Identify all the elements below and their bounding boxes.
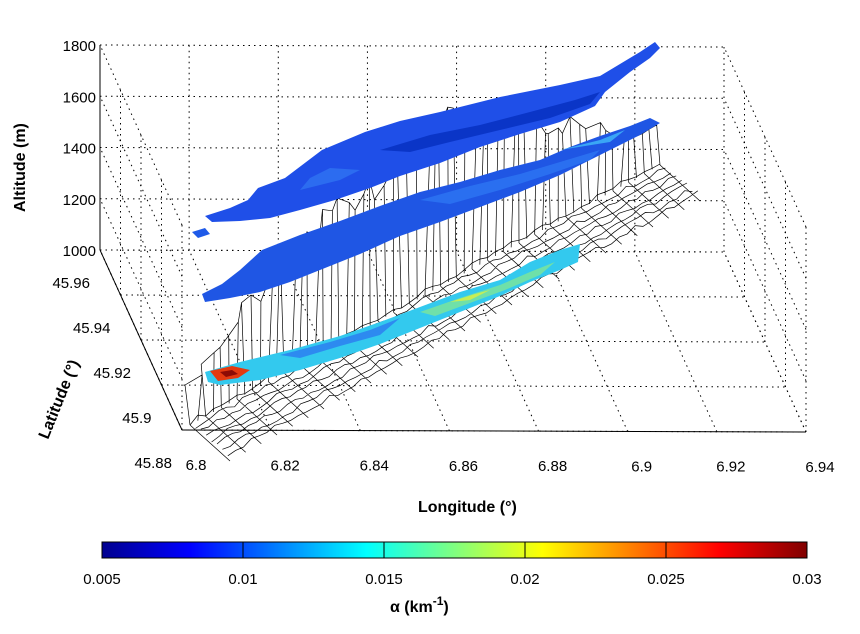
x-tick-label: 6.94 <box>805 459 834 476</box>
z-tick-label: 1600 <box>63 89 96 106</box>
colorbar-gradient <box>101 541 808 559</box>
alpha-layer-high <box>192 42 660 238</box>
y-tick-label: 45.96 <box>52 275 90 292</box>
colorbar-ticks: 0.005 0.01 0.015 0.02 0.025 0.03 <box>83 542 822 588</box>
x-tick-label: 6.9 <box>631 458 652 475</box>
colorbar-label-close: ) <box>443 599 448 616</box>
z-tick-label: 1800 <box>63 38 96 55</box>
x-tick-label: 6.86 <box>449 458 478 475</box>
colorbar-tick-label: 0.01 <box>228 571 257 588</box>
alpha-layer-mid <box>202 118 660 302</box>
x-axis-label: Longitude (°) <box>418 499 517 516</box>
colorbar-tick-label: 0.015 <box>365 571 403 588</box>
colorbar-label: α (km-1) <box>390 594 449 616</box>
y-tick-labels: 45.88 45.9 45.92 45.94 45.96 <box>52 275 172 472</box>
grid-side-z <box>723 98 807 279</box>
z-tick-label: 1200 <box>63 192 96 209</box>
grid-back-z <box>99 95 725 99</box>
grid-back-z <box>99 44 725 48</box>
colorbar-tick-label: 0.02 <box>510 571 539 588</box>
grid-back-z <box>99 249 725 253</box>
colorbar-tick-label: 0.03 <box>792 571 821 588</box>
z-tick-label: 1000 <box>63 243 96 260</box>
y-axis-label: Latitude (°) <box>36 358 83 442</box>
axes-box <box>99 45 807 433</box>
alpha-layer-low <box>205 244 580 385</box>
colorbar: 0.005 0.01 0.015 0.02 0.025 0.03 α (km-1) <box>83 541 822 616</box>
y-tick-label: 45.94 <box>73 320 111 337</box>
x-tick-label: 6.88 <box>538 458 567 475</box>
y-tick-label: 45.9 <box>122 410 151 427</box>
y-tick-label: 45.88 <box>134 455 172 472</box>
colorbar-label-main: α (km <box>390 599 433 616</box>
x-tick-label: 6.82 <box>271 457 300 474</box>
colorbar-tick-label: 0.025 <box>647 571 685 588</box>
x-tick-labels: 6.8 6.82 6.84 6.86 6.88 6.9 6.92 6.94 <box>186 457 835 476</box>
z-tick-labels: 1000 1200 1400 1600 1800 <box>63 38 96 260</box>
x-tick-label: 6.84 <box>360 458 389 475</box>
colorbar-label-exponent: -1 <box>433 594 444 608</box>
z-axis-label: Altitude (m) <box>12 123 29 212</box>
grid-left-z <box>99 198 183 379</box>
grid-floor-y <box>140 339 766 343</box>
z-tick-label: 1400 <box>63 141 96 158</box>
x-tick-label: 6.92 <box>716 459 745 476</box>
grid-left-z <box>99 96 183 277</box>
grid-side-z <box>723 200 807 381</box>
y-tick-label: 45.92 <box>93 365 131 382</box>
colorbar-tick-label: 0.005 <box>83 571 121 588</box>
x-tick-label: 6.8 <box>186 457 207 474</box>
